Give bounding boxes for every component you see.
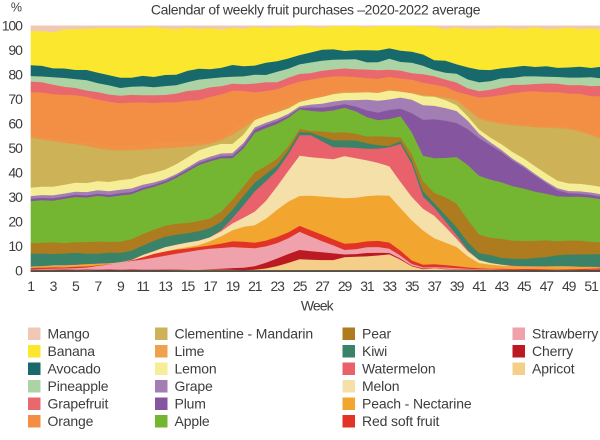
svg-text:33: 33 xyxy=(383,278,398,294)
svg-text:39: 39 xyxy=(450,278,465,294)
svg-text:Peach - Nectarine: Peach - Nectarine xyxy=(362,395,472,411)
svg-text:Week: Week xyxy=(301,297,335,313)
svg-text:41: 41 xyxy=(472,278,487,294)
svg-text:Apricot: Apricot xyxy=(532,360,575,376)
svg-text:20: 20 xyxy=(8,214,23,230)
svg-text:31: 31 xyxy=(360,278,375,294)
svg-text:Avocado: Avocado xyxy=(48,360,102,376)
svg-text:5: 5 xyxy=(72,278,80,294)
svg-text:45: 45 xyxy=(517,278,532,294)
svg-text:100: 100 xyxy=(2,18,23,34)
svg-text:Grape: Grape xyxy=(175,378,214,394)
svg-text:17: 17 xyxy=(203,278,218,294)
svg-text:25: 25 xyxy=(293,278,308,294)
svg-text:47: 47 xyxy=(540,278,555,294)
svg-text:Watermelon: Watermelon xyxy=(362,360,435,376)
svg-text:37: 37 xyxy=(428,278,443,294)
svg-text:80: 80 xyxy=(8,67,23,83)
svg-text:90: 90 xyxy=(8,42,23,58)
svg-text:3: 3 xyxy=(50,278,58,294)
svg-text:51: 51 xyxy=(584,278,599,294)
svg-text:Calendar of weekly fruit purch: Calendar of weekly fruit purchases –2020… xyxy=(151,1,481,17)
svg-text:49: 49 xyxy=(562,278,577,294)
svg-text:10: 10 xyxy=(8,238,23,254)
svg-text:Mango: Mango xyxy=(48,325,90,341)
svg-text:19: 19 xyxy=(226,278,241,294)
svg-text:Pineapple: Pineapple xyxy=(48,378,109,394)
svg-text:Plum: Plum xyxy=(175,395,206,411)
svg-text:50: 50 xyxy=(8,140,23,156)
svg-text:Cherry: Cherry xyxy=(532,343,573,359)
svg-text:35: 35 xyxy=(405,278,420,294)
svg-text:Melon: Melon xyxy=(362,378,399,394)
svg-text:Red soft fruit: Red soft fruit xyxy=(362,413,440,429)
svg-text:Banana: Banana xyxy=(48,343,96,359)
svg-text:70: 70 xyxy=(8,91,23,107)
svg-text:13: 13 xyxy=(158,278,173,294)
svg-text:29: 29 xyxy=(338,278,353,294)
svg-text:Strawberry: Strawberry xyxy=(532,325,598,341)
svg-text:30: 30 xyxy=(8,189,23,205)
svg-text:7: 7 xyxy=(95,278,103,294)
svg-text:0: 0 xyxy=(15,263,23,279)
svg-text:40: 40 xyxy=(8,165,23,181)
svg-text:Apple: Apple xyxy=(175,413,210,429)
svg-text:43: 43 xyxy=(495,278,510,294)
svg-text:Lemon: Lemon xyxy=(175,360,217,376)
svg-text:Clementine - Mandarin: Clementine - Mandarin xyxy=(175,325,313,341)
svg-text:60: 60 xyxy=(8,116,23,132)
svg-text:23: 23 xyxy=(271,278,286,294)
svg-text:Kiwi: Kiwi xyxy=(362,343,387,359)
svg-text:Pear: Pear xyxy=(362,325,391,341)
svg-text:Orange: Orange xyxy=(48,413,94,429)
svg-text:1: 1 xyxy=(27,278,35,294)
svg-text:15: 15 xyxy=(181,278,196,294)
svg-text:21: 21 xyxy=(248,278,263,294)
svg-text:27: 27 xyxy=(315,278,330,294)
svg-text:9: 9 xyxy=(117,278,125,294)
svg-text:%: % xyxy=(11,0,22,14)
svg-text:11: 11 xyxy=(137,278,151,294)
svg-text:Grapefruit: Grapefruit xyxy=(48,395,109,411)
svg-text:Lime: Lime xyxy=(175,343,205,359)
